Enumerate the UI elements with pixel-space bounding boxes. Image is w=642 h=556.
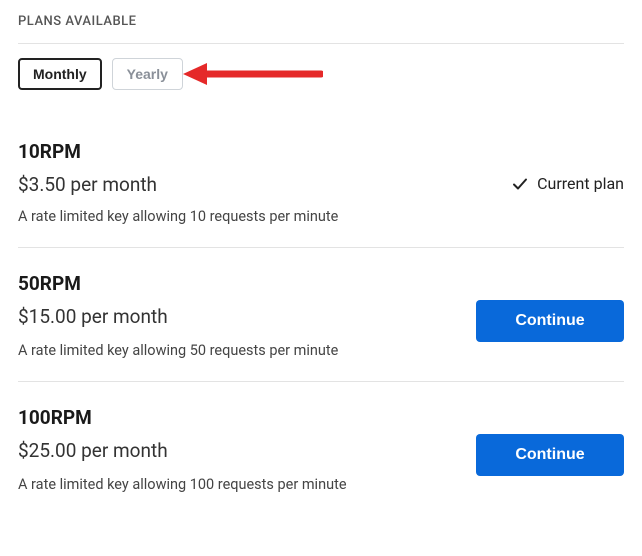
plan-name: 10RPM bbox=[18, 140, 157, 163]
billing-toggle: Monthly Yearly bbox=[18, 58, 624, 90]
current-plan-badge: Current plan bbox=[511, 174, 624, 193]
plan-price: $3.50 per month bbox=[18, 173, 157, 196]
plan-card: 50RPM $15.00 per month Continue A rate l… bbox=[18, 248, 624, 381]
toggle-monthly-button[interactable]: Monthly bbox=[18, 58, 102, 90]
check-icon bbox=[511, 175, 529, 193]
divider bbox=[18, 43, 624, 44]
section-title: PLANS AVAILABLE bbox=[18, 14, 624, 29]
plan-description: A rate limited key allowing 100 requests… bbox=[18, 476, 624, 493]
continue-button[interactable]: Continue bbox=[476, 434, 624, 476]
continue-button[interactable]: Continue bbox=[476, 300, 624, 342]
plan-description: A rate limited key allowing 10 requests … bbox=[18, 208, 624, 225]
toggle-yearly-button[interactable]: Yearly bbox=[112, 58, 183, 90]
annotation-arrow-icon bbox=[183, 59, 323, 89]
plan-price: $25.00 per month bbox=[18, 439, 168, 462]
plan-card: 100RPM $25.00 per month Continue A rate … bbox=[18, 382, 624, 515]
current-plan-label: Current plan bbox=[537, 174, 624, 193]
plan-description: A rate limited key allowing 50 requests … bbox=[18, 342, 624, 359]
plan-card: 10RPM $3.50 per month Current plan A rat… bbox=[18, 116, 624, 247]
plan-name: 50RPM bbox=[18, 272, 168, 295]
plan-price: $15.00 per month bbox=[18, 305, 168, 328]
plan-name: 100RPM bbox=[18, 406, 168, 429]
